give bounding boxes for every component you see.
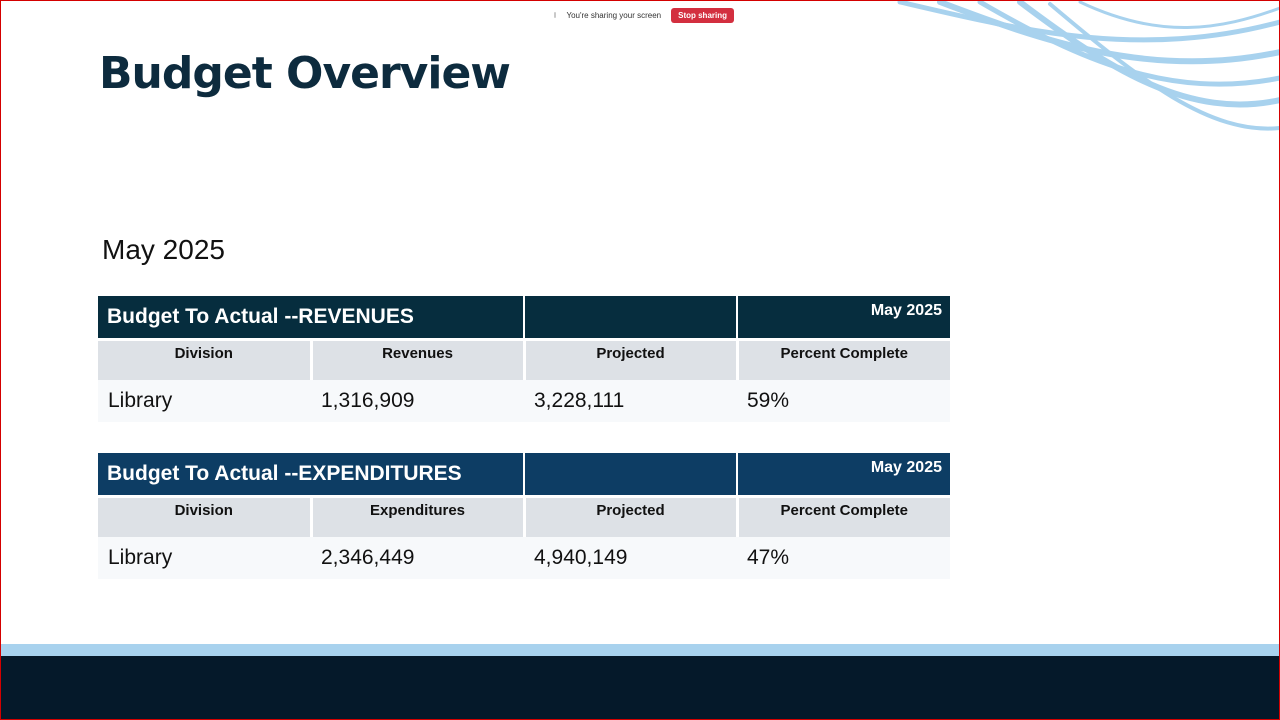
cell-division: Library bbox=[98, 537, 311, 579]
column-header-division: Division bbox=[98, 338, 313, 380]
revenues-column-headers: Division Revenues Projected Percent Comp… bbox=[98, 338, 950, 380]
slide-title: Budget Overview bbox=[99, 48, 511, 99]
cell-division: Library bbox=[98, 380, 311, 422]
revenues-table-header-blank bbox=[524, 296, 738, 340]
revenues-table-header: Budget To Actual --REVENUES May 2025 bbox=[98, 296, 950, 340]
cell-percent-complete: 59% bbox=[737, 380, 950, 422]
cell-percent-complete: 47% bbox=[737, 537, 950, 579]
footer-bar bbox=[0, 656, 1280, 720]
revenues-table-title: Budget To Actual --REVENUES bbox=[98, 296, 525, 340]
expenditures-table-header: Budget To Actual --EXPENDITURES May 2025 bbox=[98, 453, 950, 497]
cell-projected: 4,940,149 bbox=[524, 537, 737, 579]
share-indicator-icon bbox=[554, 12, 557, 18]
column-header-revenues: Revenues bbox=[311, 338, 526, 380]
cell-revenues: 1,316,909 bbox=[311, 380, 524, 422]
column-header-percent-complete: Percent Complete bbox=[737, 495, 950, 537]
slide-subtitle: May 2025 bbox=[102, 234, 225, 265]
column-header-division: Division bbox=[98, 495, 313, 537]
column-header-projected: Projected bbox=[524, 338, 739, 380]
column-header-expenditures: Expenditures bbox=[311, 495, 526, 537]
table-row: Library 2,346,449 4,940,149 47% bbox=[98, 537, 950, 579]
column-header-projected: Projected bbox=[524, 495, 739, 537]
expenditures-table-month: May 2025 bbox=[737, 453, 950, 497]
revenues-table-month: May 2025 bbox=[737, 296, 950, 340]
column-header-percent-complete: Percent Complete bbox=[737, 338, 950, 380]
stop-sharing-button[interactable]: Stop sharing bbox=[671, 7, 734, 23]
expenditures-table: Budget To Actual --EXPENDITURES May 2025… bbox=[98, 453, 950, 579]
screen-share-bar: You're sharing your screen Stop sharing bbox=[548, 6, 734, 24]
table-row: Library 1,316,909 3,228,111 59% bbox=[98, 380, 950, 422]
revenues-table: Budget To Actual --REVENUES May 2025 Div… bbox=[98, 296, 950, 422]
cell-expenditures: 2,346,449 bbox=[311, 537, 524, 579]
expenditures-table-title: Budget To Actual --EXPENDITURES bbox=[98, 453, 525, 497]
expenditures-table-header-blank bbox=[524, 453, 738, 497]
cell-projected: 3,228,111 bbox=[524, 380, 737, 422]
decorative-waves bbox=[897, 0, 1280, 131]
expenditures-column-headers: Division Expenditures Projected Percent … bbox=[98, 495, 950, 537]
share-status-text: You're sharing your screen bbox=[566, 10, 662, 20]
footer-accent-strip bbox=[0, 644, 1280, 656]
